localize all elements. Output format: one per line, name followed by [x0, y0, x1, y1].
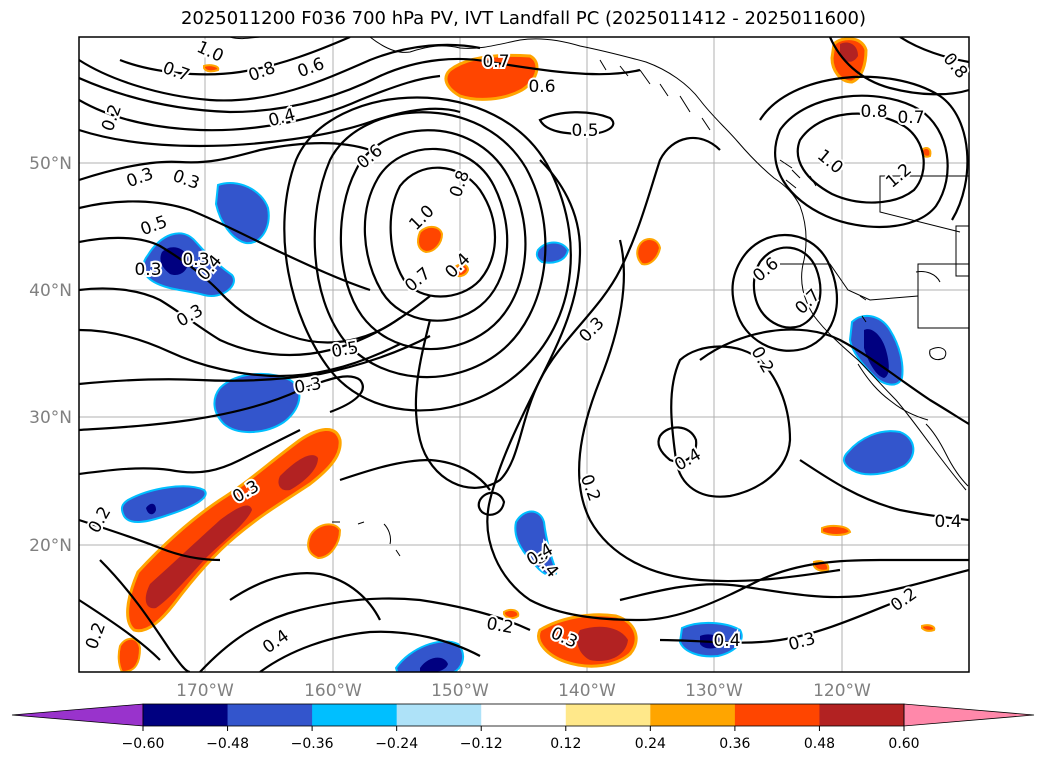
- colorbar-segment: [650, 704, 736, 726]
- colorbar-tick-label: 0.48: [804, 736, 835, 752]
- plot-title: 2025011200 F036 700 hPa PV, IVT Landfall…: [180, 8, 867, 29]
- colorbar-extend-max: [903, 703, 1035, 727]
- lon-label-170w: 170°W: [176, 681, 234, 701]
- colorbar-tick-label: 0.36: [719, 736, 750, 752]
- colorbar-tick-label: −0.12: [460, 736, 503, 752]
- contour-label: 0.7: [482, 52, 509, 72]
- lon-label-150w: 150°W: [431, 681, 489, 701]
- lat-label-30n: 30°N: [29, 408, 72, 428]
- lon-label-160w: 160°W: [304, 681, 362, 701]
- positive-pc-shading: [117, 37, 936, 672]
- latitude-labels: 50°N 40°N 30°N 20°N: [29, 154, 72, 556]
- colorbar-tick-label: 0.60: [888, 736, 919, 752]
- contour-label: 0.5: [571, 121, 598, 141]
- colorbar-tick-label: −0.60: [122, 736, 165, 752]
- contour-label: 0.4: [713, 631, 740, 651]
- map-background: [79, 37, 969, 672]
- lon-label-140w: 140°W: [558, 681, 616, 701]
- lat-label-40n: 40°N: [29, 281, 72, 301]
- colorbar-tick-label: −0.48: [206, 736, 249, 752]
- contour-label: 0.4: [934, 512, 961, 532]
- colorbar-segment: [734, 704, 820, 726]
- contour-label: 0.3: [134, 260, 161, 280]
- colorbar-segment: [565, 704, 651, 726]
- lon-label-130w: 130°W: [685, 681, 743, 701]
- lat-label-50n: 50°N: [29, 154, 72, 174]
- map-frame: [78, 36, 970, 673]
- lon-label-120w: 120°W: [813, 681, 871, 701]
- contour-label: 0.3: [182, 250, 209, 270]
- pv-contours: [79, 37, 969, 672]
- colorbar-tick-label: −0.36: [291, 736, 334, 752]
- colorbar-segment: [143, 704, 229, 726]
- colorbar-outline: [142, 703, 905, 727]
- colorbar-tick-label: 0.12: [550, 736, 581, 752]
- colorbar: −0.60 −0.48 −0.36 −0.24 −0.12 0.12 0.24 0.36 0.4…: [11, 703, 1035, 752]
- colorbar-segment: [227, 704, 313, 726]
- colorbar-tick-label: 0.24: [635, 736, 666, 752]
- colorbar-segment: [819, 704, 905, 726]
- longitude-labels: 170°W 160°W 150°W 140°W 130°W 120°W: [176, 681, 871, 701]
- lat-label-20n: 20°N: [29, 536, 72, 556]
- colorbar-segment: [481, 704, 567, 726]
- contour-label: 0.6: [528, 77, 555, 97]
- colorbar-tick-label: −0.24: [375, 736, 418, 752]
- colorbar-extend-min: [11, 703, 144, 727]
- colorbar-segment: [396, 704, 482, 726]
- contour-label: 0.8: [860, 102, 887, 122]
- colorbar-segment: [312, 704, 398, 726]
- contour-label: 0.7: [897, 108, 924, 128]
